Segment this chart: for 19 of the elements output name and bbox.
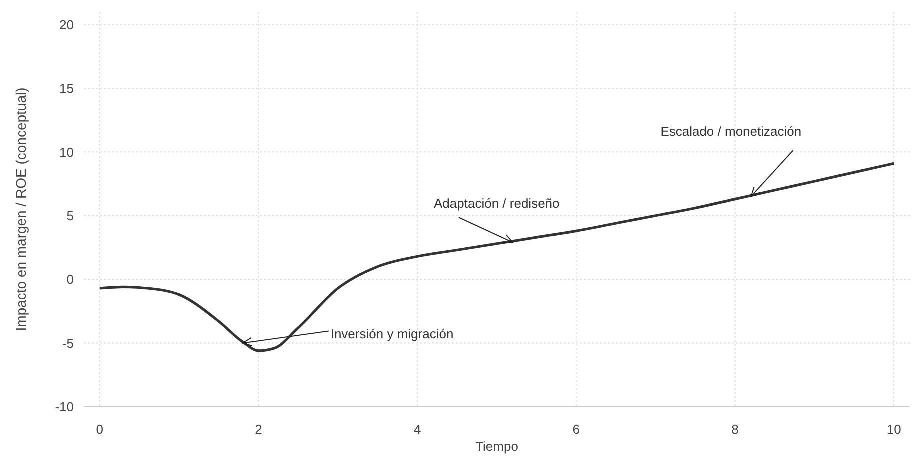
x-tick-label: 6 — [572, 422, 580, 438]
y-tick-label: -5 — [62, 336, 74, 351]
y-tick-label: 15 — [60, 81, 74, 96]
y-axis-title: Impacto en margen / ROE (conceptual) — [13, 88, 29, 332]
x-tick-label: 8 — [732, 422, 739, 438]
annotation: Escalado / monetización — [660, 124, 802, 140]
x-tick-label: 0 — [96, 422, 104, 438]
line-series — [98, 162, 896, 352]
y-tick-label: 0 — [66, 272, 74, 288]
x-tick-label: 2 — [255, 422, 262, 438]
x-tick-label: 4 — [414, 422, 422, 438]
y-tick-label: -10 — [55, 400, 74, 415]
y-tick-label: 10 — [60, 144, 74, 160]
y-tick-label: 20 — [60, 17, 74, 32]
y-tick-label: 5 — [66, 208, 74, 224]
annotation: Adaptación / rediseño — [434, 196, 560, 212]
x-tick-label: 10 — [886, 422, 902, 438]
x-axis-title: Tiempo — [476, 439, 518, 454]
annotation: Inversión y migración — [330, 326, 454, 342]
